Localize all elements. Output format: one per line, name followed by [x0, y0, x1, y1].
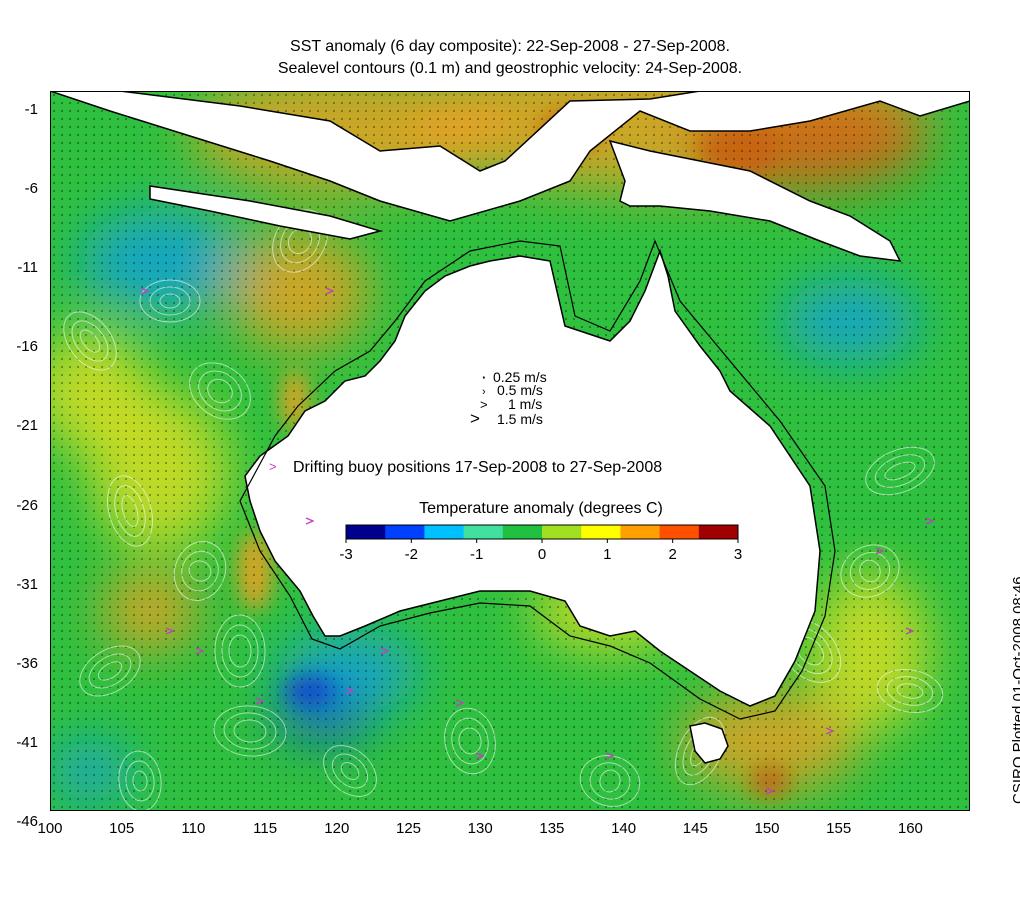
land-masses — [50, 91, 970, 764]
colorbar-tick-label: -2 — [405, 546, 418, 563]
plot-credit: CSIRO Plotted 01-Oct-2008 08:46 — [1010, 576, 1020, 804]
buoy-legend-marker: > — [269, 459, 277, 474]
title-line-1: SST anomaly (6 day composite): 22-Sep-20… — [290, 38, 730, 55]
y-tick-label: -11 — [17, 259, 38, 277]
x-tick-label: 145 — [682, 820, 708, 837]
x-tick-label: 130 — [467, 820, 493, 837]
land-mass — [689, 722, 729, 764]
y-tick-label: -36 — [16, 654, 38, 672]
x-tick-label: 160 — [897, 820, 923, 837]
x-tick-label: 100 — [37, 820, 63, 837]
x-tick-label: 125 — [395, 820, 422, 837]
y-tick-label: -26 — [16, 496, 38, 514]
velocity-key-label: 1 m/s — [508, 396, 542, 412]
land-mass — [244, 248, 821, 707]
title-line-2: Sealevel contours (0.1 m) and geostrophi… — [277, 60, 743, 77]
colorbar-tick-label: 3 — [734, 546, 742, 563]
x-tick-label: 155 — [826, 820, 852, 837]
sst-anomaly-map: · 0.25 m/s › 0.5 m/s > 1 m/s > 1.5 m/s >… — [50, 91, 970, 811]
svg-text:>: > — [470, 409, 480, 428]
land-mass — [149, 185, 383, 240]
y-tick-label: -41 — [16, 733, 38, 751]
x-tick-label: 105 — [109, 820, 135, 837]
map-border — [50, 91, 970, 811]
x-tick-label: 110 — [181, 820, 206, 837]
buoy-legend-text: Drifting buoy positions 17-Sep-2008 to 2… — [293, 459, 662, 476]
colorbar-tick-label: 2 — [668, 546, 676, 563]
colorbar-tick-label: -3 — [339, 546, 352, 563]
x-tick-label: 150 — [754, 820, 780, 837]
velocity-key-label: 1.5 m/s — [497, 411, 543, 427]
y-tick-label: -6 — [24, 180, 38, 198]
x-tick-label: 140 — [611, 820, 637, 837]
land-mass — [50, 91, 970, 222]
svg-text:>: > — [480, 397, 488, 412]
y-tick-label: -46 — [16, 812, 38, 830]
land-mass — [608, 139, 902, 262]
svg-text:›: › — [482, 386, 486, 398]
colorbar-tick-label: -1 — [470, 546, 483, 563]
x-tick-label: 120 — [324, 820, 350, 837]
y-tick-label: -1 — [24, 101, 38, 118]
shelf-contour — [239, 239, 836, 720]
velocity-key-label: 0.25 m/s — [493, 369, 547, 385]
x-tick-label: 115 — [253, 820, 278, 837]
drifting-buoy-markers — [140, 287, 935, 795]
colorbar-tick-label: 0 — [538, 546, 546, 563]
colorbar: -3 -2 -1 0 1 2 3 — [339, 524, 742, 563]
velocity-key-label: 0.5 m/s — [497, 382, 543, 398]
y-tick-label: -21 — [16, 417, 38, 435]
svg-text:·: · — [482, 370, 486, 385]
y-tick-label: -31 — [16, 575, 38, 593]
colorbar-title: Temperature anomaly (degrees C) — [419, 500, 663, 517]
colorbar-tick-label: 1 — [603, 546, 611, 563]
x-tick-label: 135 — [539, 820, 565, 837]
velocity-key: · 0.25 m/s › 0.5 m/s > 1 m/s > 1.5 m/s — [470, 369, 547, 428]
y-tick-label: -16 — [16, 338, 38, 356]
